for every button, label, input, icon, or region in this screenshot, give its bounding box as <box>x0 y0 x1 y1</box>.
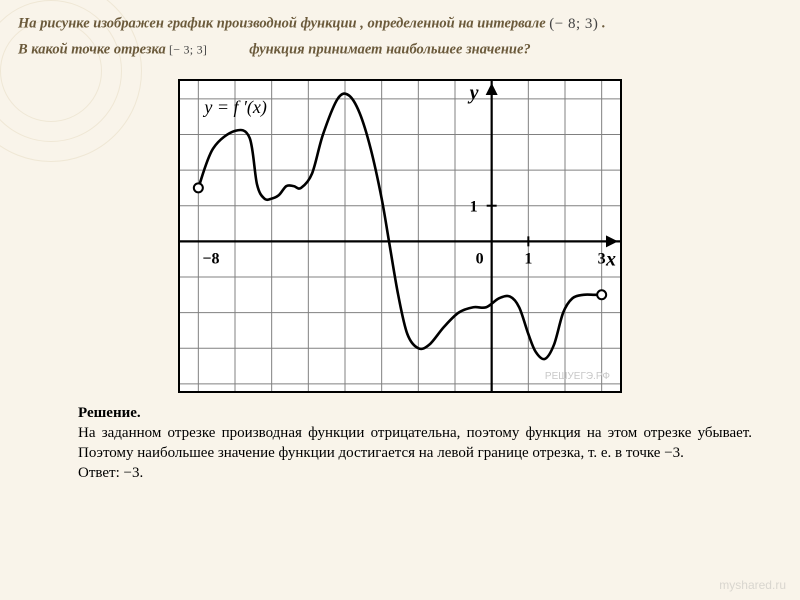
chart-container: x y 0 1 3 −8 1 y = f ′(x) РЕШУЕГЭ.РФ <box>18 79 782 393</box>
title-line-1: На рисунке изображен график производной … <box>18 14 782 34</box>
svg-text:РЕШУЕГЭ.РФ: РЕШУЕГЭ.РФ <box>545 371 610 382</box>
svg-text:0: 0 <box>476 250 484 267</box>
solution-body: На заданном отрезке производная функции … <box>78 425 752 461</box>
svg-text:y: y <box>468 82 479 104</box>
title-block: На рисунке изображен график производной … <box>18 14 782 67</box>
interval-annotation: (− 8; 3) <box>549 14 598 34</box>
svg-text:1: 1 <box>470 198 478 215</box>
solution-block: Решение. На заданном отрезке производная… <box>18 403 782 484</box>
segment-annotation: [− 3; 3] <box>169 42 207 58</box>
solution-answer: Ответ: −3. <box>78 465 143 481</box>
title-line-2: В какой точке отрезка [− 3; 3] функция п… <box>18 34 782 66</box>
solution-heading: Решение. <box>78 405 141 421</box>
title-line1a: На рисунке изображен график производной … <box>18 15 549 31</box>
svg-text:x: x <box>605 248 616 270</box>
svg-text:y = f ′(x): y = f ′(x) <box>202 97 267 118</box>
slide-content: На рисунке изображен график производной … <box>0 0 800 600</box>
svg-text:3: 3 <box>598 250 606 267</box>
title-line2a: В какой точке отрезка <box>18 42 169 58</box>
svg-text:−8: −8 <box>202 250 219 267</box>
title-line1b: . <box>602 15 606 31</box>
svg-text:1: 1 <box>524 250 532 267</box>
title-line2b: функция принимает наибольшее значение? <box>249 42 530 58</box>
derivative-graph: x y 0 1 3 −8 1 y = f ′(x) РЕШУЕГЭ.РФ <box>178 79 622 393</box>
site-watermark: myshared.ru <box>719 578 786 592</box>
